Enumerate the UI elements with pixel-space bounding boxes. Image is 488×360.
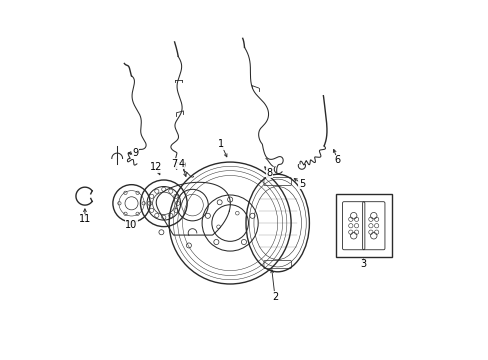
Text: 3: 3 [360, 259, 366, 269]
Bar [335, 194, 391, 257]
Text: 2: 2 [271, 292, 278, 302]
Text: 4: 4 [178, 159, 184, 169]
Text: 11: 11 [79, 215, 91, 224]
Text: 10: 10 [125, 220, 138, 230]
Text: 5: 5 [298, 179, 305, 189]
Text: 6: 6 [334, 155, 340, 165]
Text: 8: 8 [266, 168, 272, 178]
Text: 7: 7 [171, 159, 177, 169]
Text: 12: 12 [150, 162, 163, 172]
Text: 9: 9 [132, 148, 138, 158]
Text: 1: 1 [218, 139, 224, 149]
